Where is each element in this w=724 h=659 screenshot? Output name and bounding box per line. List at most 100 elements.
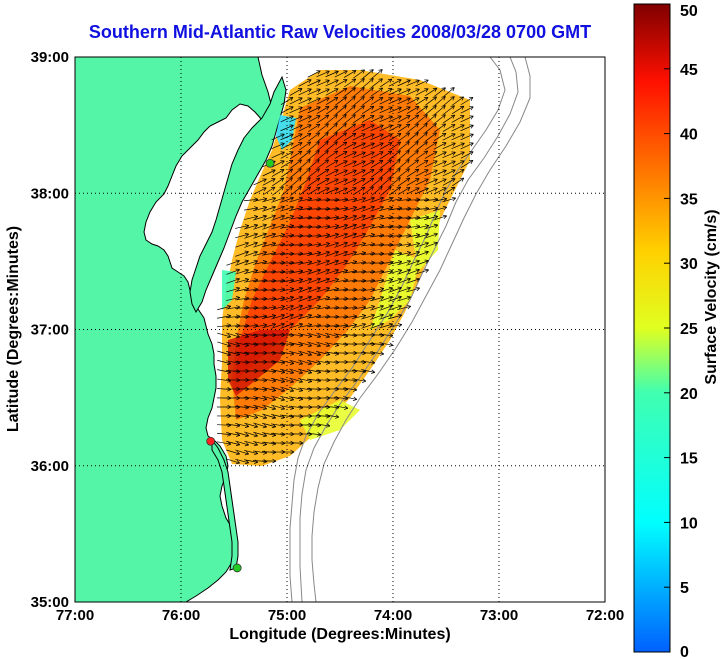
velocity-arrow bbox=[308, 132, 320, 142]
y-tick-labels: 35:00 36:00 37:00 38:00 39:00 bbox=[31, 49, 69, 611]
velocity-arrow bbox=[308, 150, 320, 160]
velocity-arrow bbox=[425, 105, 437, 115]
velocity-arrow bbox=[434, 114, 446, 124]
velocity-arrow bbox=[407, 150, 419, 160]
velocity-arrow bbox=[343, 323, 358, 328]
velocity-arrow bbox=[451, 151, 465, 159]
velocity-arrow bbox=[416, 150, 429, 160]
velocity-arrow bbox=[460, 142, 474, 150]
velocity-arrow bbox=[344, 87, 356, 97]
velocity-arrow bbox=[361, 205, 375, 212]
velocity-arrow bbox=[299, 141, 312, 151]
velocity-arrow bbox=[415, 232, 429, 239]
velocity-arrow bbox=[307, 251, 322, 256]
velocity-arrow bbox=[379, 106, 393, 114]
velocity-arrow bbox=[307, 123, 321, 133]
velocity-arrow bbox=[271, 177, 285, 187]
velocity-arrow bbox=[434, 105, 446, 115]
velocity-arrow bbox=[325, 169, 339, 177]
velocity-arrow bbox=[325, 414, 340, 419]
velocity-arrow bbox=[352, 322, 366, 329]
velocity-arrow bbox=[226, 440, 241, 447]
velocity-arrow bbox=[217, 350, 231, 357]
velocity-arrow bbox=[397, 97, 411, 105]
velocity-arrow bbox=[343, 396, 358, 401]
x-tick-label-3: 74:00 bbox=[374, 607, 412, 624]
velocity-arrow bbox=[415, 224, 430, 229]
velocity-arrow bbox=[280, 395, 295, 402]
velocity-arrow bbox=[289, 88, 303, 96]
velocity-arrow bbox=[406, 79, 420, 87]
x-tick-label-5: 72:00 bbox=[586, 607, 624, 624]
velocity-arrow bbox=[325, 88, 339, 96]
velocity-arrow bbox=[298, 133, 312, 141]
velocity-arrow bbox=[289, 313, 303, 320]
velocity-arrow bbox=[380, 168, 392, 178]
velocity-arrow bbox=[325, 160, 339, 168]
bathymetry-contours bbox=[289, 57, 531, 602]
velocity-arrow bbox=[325, 259, 339, 266]
velocity-arrow bbox=[371, 186, 383, 196]
velocity-arrow bbox=[379, 322, 393, 329]
velocity-arrow bbox=[290, 186, 302, 196]
velocity-arrow bbox=[389, 168, 401, 178]
velocity-arrow bbox=[424, 241, 438, 248]
velocity-arrow bbox=[379, 88, 393, 96]
velocity-arrow bbox=[280, 295, 294, 302]
velocity-arrow bbox=[299, 177, 311, 187]
velocity-arrow bbox=[253, 413, 267, 420]
velocity-arrow bbox=[443, 105, 455, 115]
velocity-arrow bbox=[388, 79, 402, 87]
y-axis-label: Latitude (Degrees:Minutes) bbox=[5, 225, 22, 433]
velocity-arrow bbox=[316, 277, 330, 284]
velocity-arrow bbox=[316, 233, 331, 238]
velocity-arrow bbox=[271, 151, 285, 159]
velocity-arrow bbox=[415, 268, 429, 275]
velocity-arrow bbox=[389, 141, 402, 151]
velocity-arrow bbox=[460, 97, 474, 105]
velocity-arrow bbox=[370, 313, 384, 320]
velocity-arrow bbox=[307, 341, 321, 348]
velocity-arrow bbox=[361, 115, 375, 123]
velocity-arrow bbox=[289, 359, 303, 366]
velocity-arrow bbox=[361, 322, 375, 329]
velocity-arrow bbox=[326, 114, 338, 124]
velocity-arrow bbox=[235, 241, 249, 248]
velocity-arrow bbox=[352, 142, 366, 150]
velocity-arrow bbox=[425, 123, 437, 133]
velocity-arrow bbox=[362, 69, 374, 79]
velocity-arrow bbox=[271, 377, 286, 384]
velocity-arrow bbox=[362, 177, 375, 187]
velocity-arrow bbox=[262, 413, 276, 420]
velocity-arrow bbox=[271, 169, 285, 177]
velocity-arrow bbox=[352, 205, 366, 212]
velocity-arrow bbox=[298, 88, 312, 96]
velocity-arrow bbox=[335, 114, 347, 124]
velocity-arrow bbox=[379, 333, 394, 338]
velocity-arrow bbox=[379, 286, 393, 293]
velocity-arrow bbox=[379, 115, 393, 123]
velocity-arrow bbox=[290, 177, 302, 187]
velocity-arrow bbox=[307, 187, 321, 195]
velocity-arrow bbox=[397, 251, 412, 256]
velocity-arrow bbox=[415, 88, 429, 96]
x-tick-label-2: 75:00 bbox=[268, 607, 306, 624]
velocity-arrow bbox=[271, 313, 285, 320]
velocity-arrow bbox=[226, 259, 240, 266]
velocity-arrow bbox=[317, 159, 329, 169]
velocity-arrow bbox=[253, 178, 267, 186]
velocity-arrow bbox=[442, 196, 456, 203]
velocity-arrow bbox=[288, 440, 304, 446]
velocity-arrow bbox=[361, 369, 376, 374]
velocity-arrow bbox=[407, 141, 419, 151]
velocity-arrow bbox=[307, 314, 322, 319]
velocity-arrow bbox=[325, 232, 339, 239]
velocity-arrow bbox=[289, 106, 303, 114]
velocity-arrow bbox=[235, 458, 250, 465]
velocity-arrow bbox=[343, 142, 357, 150]
x-tick-label-4: 73:00 bbox=[480, 607, 518, 624]
velocity-arrow bbox=[307, 350, 321, 357]
velocity-arrow bbox=[326, 123, 338, 133]
velocity-arrow bbox=[451, 115, 465, 123]
colorbar-tick-label-4: 20 bbox=[680, 386, 698, 403]
